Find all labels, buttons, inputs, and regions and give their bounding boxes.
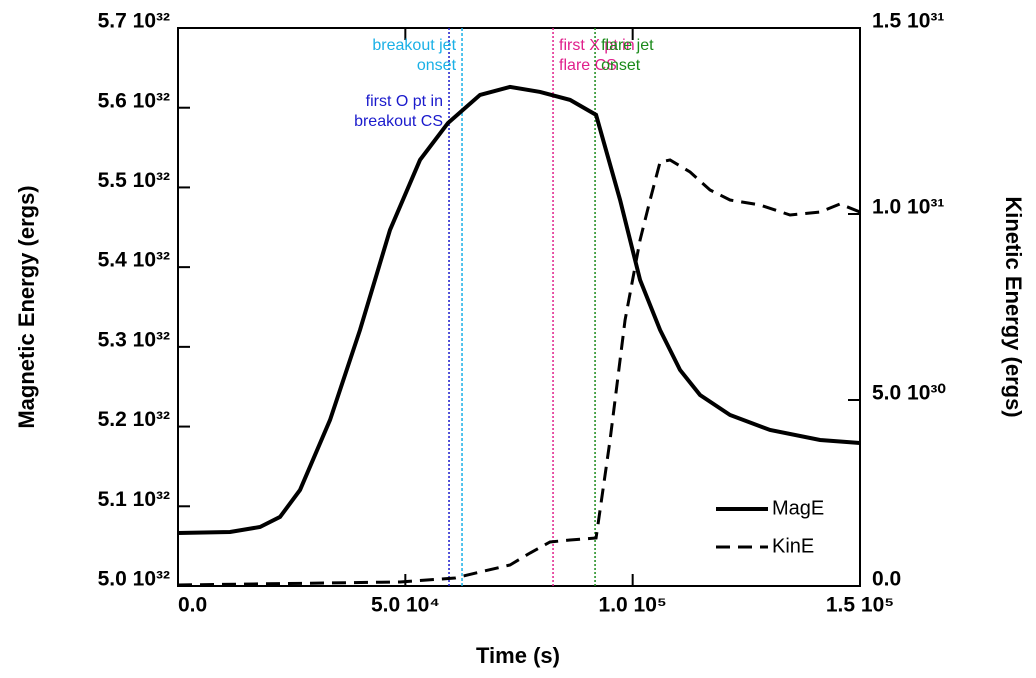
y2-tick-label: 1.0 10³¹ bbox=[872, 196, 944, 219]
y-tick-label: 5.1 10³² bbox=[98, 488, 170, 511]
y2-tick-label: 0.0 bbox=[872, 568, 901, 591]
legend-label: MagE bbox=[772, 497, 824, 519]
event-label: onset bbox=[601, 57, 641, 74]
y2-tick-label: 1.5 10³¹ bbox=[872, 10, 944, 33]
legend-label: KinE bbox=[772, 535, 814, 557]
x-axis-title: Time (s) bbox=[476, 643, 560, 668]
y-tick-label: 5.0 10³² bbox=[98, 568, 170, 591]
y2-axis-title: Kinetic Energy (ergs) bbox=[1001, 196, 1026, 417]
x-tick-label: 1.5 10⁵ bbox=[826, 594, 894, 617]
event-label: first X pt in bbox=[559, 37, 635, 54]
x-tick-label: 5.0 10⁴ bbox=[371, 594, 440, 617]
y-tick-label: 5.3 10³² bbox=[98, 328, 170, 351]
plot-frame bbox=[177, 27, 861, 587]
y-tick-label: 5.4 10³² bbox=[98, 249, 170, 272]
y-tick-label: 5.7 10³² bbox=[98, 10, 170, 33]
series-line bbox=[177, 84, 861, 535]
event-label: breakout jet bbox=[372, 37, 456, 54]
y-tick-label: 5.2 10³² bbox=[98, 408, 170, 431]
y-tick-label: 5.6 10³² bbox=[98, 89, 170, 112]
y-tick-label: 5.5 10³² bbox=[98, 169, 170, 192]
series-line bbox=[177, 158, 861, 587]
y2-tick-label: 5.0 10³⁰ bbox=[872, 382, 946, 405]
event-label: onset bbox=[417, 57, 457, 74]
event-label: first O pt in bbox=[366, 93, 443, 110]
x-tick-label: 1.0 10⁵ bbox=[599, 594, 667, 617]
event-label: flare CS bbox=[559, 57, 617, 74]
event-label: flare jet bbox=[601, 37, 654, 54]
x-tick-label: 0.0 bbox=[178, 594, 207, 617]
y-axis-title: Magnetic Energy (ergs) bbox=[14, 185, 39, 428]
event-label: breakout CS bbox=[354, 113, 443, 130]
